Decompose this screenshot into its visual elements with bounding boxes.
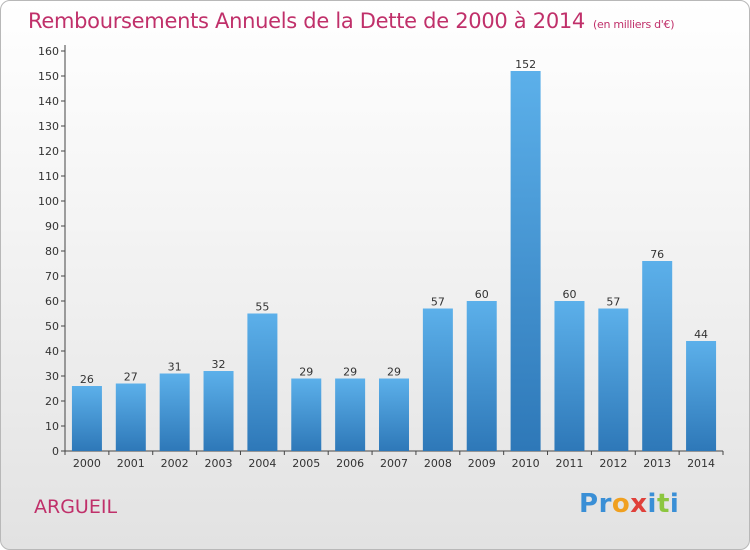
chart-labels: 2000 26 2001 27 2002 31 2003 32 2004 55 2005 29 2006…: [73, 58, 715, 470]
x-tick-label: 2004: [248, 457, 276, 470]
y-tick-label: 40: [45, 345, 59, 358]
y-tick-label: 30: [45, 370, 59, 383]
bar: [466, 301, 497, 451]
x-tick-label: 2009: [468, 457, 496, 470]
data-label: 152: [515, 58, 536, 71]
y-tick-label: 140: [38, 95, 59, 108]
y-tick-label: 20: [45, 395, 59, 408]
bar: [115, 383, 146, 451]
bar: [379, 378, 409, 451]
y-tick-label: 150: [38, 70, 59, 83]
x-tick-label: 2011: [555, 457, 583, 470]
bar: [71, 386, 102, 451]
data-label: 57: [606, 296, 620, 309]
y-tick-label: 100: [38, 195, 59, 208]
bar: [291, 378, 322, 451]
y-tick-label: 110: [38, 170, 59, 183]
bar: [335, 378, 366, 451]
data-label: 29: [299, 366, 313, 379]
bar: [159, 373, 190, 451]
logo-letter: r: [598, 489, 612, 519]
chart-bars: [71, 71, 717, 451]
y-tick-label: 80: [45, 245, 59, 258]
x-tick-label: 2003: [205, 457, 233, 470]
x-tick-label: 2008: [424, 457, 452, 470]
logo-letter: P: [579, 489, 599, 519]
x-tick-label: 2012: [599, 457, 627, 470]
place-name: ARGUEIL: [34, 496, 118, 518]
x-tick-label: 2014: [687, 457, 715, 470]
x-tick-label: 2013: [643, 457, 671, 470]
y-tick-label: 60: [45, 295, 59, 308]
chart-title-text: Remboursements Annuels de la Dette de 20…: [28, 9, 585, 33]
data-label: 55: [255, 301, 269, 314]
bar: [598, 308, 629, 451]
chart-axes: 0 10 20 30 40 50 60 70 80 90 100 110 120 130 140 150 160: [38, 45, 724, 458]
data-label: 76: [650, 248, 664, 261]
logo-letter: i: [669, 489, 680, 519]
data-label: 60: [562, 288, 576, 301]
x-tick-label: 2001: [117, 457, 145, 470]
x-tick-label: 2007: [380, 457, 408, 470]
logo-letter: x: [630, 489, 648, 519]
bar: [247, 313, 278, 451]
data-label: 26: [80, 373, 94, 386]
data-label: 57: [431, 296, 445, 309]
data-label: 27: [124, 371, 138, 384]
logo-letter: t: [656, 489, 670, 519]
logo-letter: o: [611, 489, 631, 519]
logo-letter: i: [647, 489, 657, 519]
y-tick-label: 160: [38, 45, 59, 58]
bar: [203, 371, 234, 451]
bar: [422, 308, 453, 451]
data-label: 31: [168, 361, 182, 374]
data-label: 44: [694, 328, 708, 341]
bar: [686, 341, 717, 451]
x-tick-label: 2002: [161, 457, 189, 470]
x-tick-label: 2000: [73, 457, 101, 470]
data-label: 60: [475, 288, 489, 301]
chart-unit: (en milliers d'€): [593, 18, 675, 31]
x-tick-label: 2006: [336, 457, 364, 470]
data-label: 32: [212, 358, 226, 371]
y-tick-label: 50: [45, 320, 59, 333]
y-tick-label: 0: [52, 445, 59, 458]
y-tick-label: 120: [38, 145, 59, 158]
y-tick-label: 90: [45, 220, 59, 233]
bar: [510, 71, 541, 451]
bar: [554, 301, 585, 451]
y-tick-label: 10: [45, 420, 59, 433]
bar: [642, 261, 673, 451]
proxiti-logo: Proxiti: [579, 489, 679, 519]
y-tick-label: 70: [45, 270, 59, 283]
x-tick-label: 2005: [292, 457, 320, 470]
y-tick-label: 130: [38, 120, 59, 133]
data-label: 29: [387, 366, 401, 379]
x-tick-label: 2010: [512, 457, 540, 470]
data-label: 29: [343, 366, 357, 379]
chart-title: Remboursements Annuels de la Dette de 20…: [28, 9, 674, 33]
